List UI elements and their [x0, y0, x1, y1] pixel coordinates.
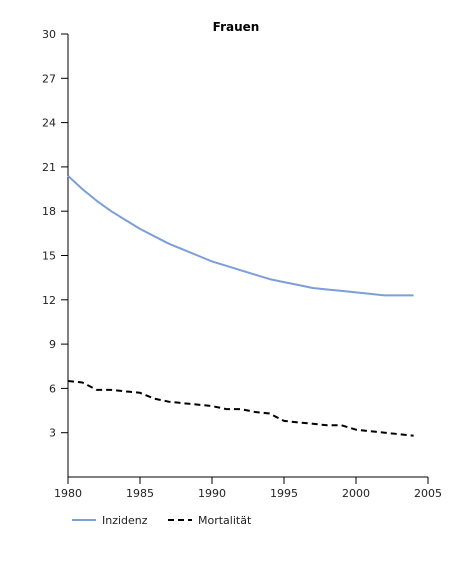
y-tick-label: 18	[42, 205, 56, 218]
x-tick-label: 1985	[126, 487, 154, 500]
chart-title: Frauen	[213, 20, 260, 34]
y-tick-label: 27	[42, 72, 56, 85]
y-tick-label: 3	[49, 427, 56, 440]
y-tick-label: 9	[49, 338, 56, 351]
axes: 3 6 9 12 15 18 21 24 27 30 1980 1985 1990 1995 2000 200…	[42, 28, 442, 500]
x-tick-label: 1990	[198, 487, 226, 500]
legend-label-mortalitaet: Mortalität	[198, 514, 252, 527]
y-tick-label: 21	[42, 161, 56, 174]
legend: Inzidenz Mortalität	[72, 514, 252, 527]
x-tick-label: 1995	[270, 487, 298, 500]
series-layer	[67, 175, 414, 437]
series-line-inzidenz	[67, 175, 414, 297]
x-tick-label: 1980	[54, 487, 82, 500]
series-line-mortalitaet	[67, 380, 414, 437]
legend-label-inzidenz: Inzidenz	[102, 514, 148, 527]
y-tick-label: 15	[42, 250, 56, 263]
x-tick-label: 2005	[414, 487, 442, 500]
y-tick-label: 30	[42, 28, 56, 41]
x-tick-label: 2000	[342, 487, 370, 500]
y-tick-label: 6	[49, 382, 56, 395]
y-tick-label: 24	[42, 117, 56, 130]
y-tick-label: 12	[42, 294, 56, 307]
